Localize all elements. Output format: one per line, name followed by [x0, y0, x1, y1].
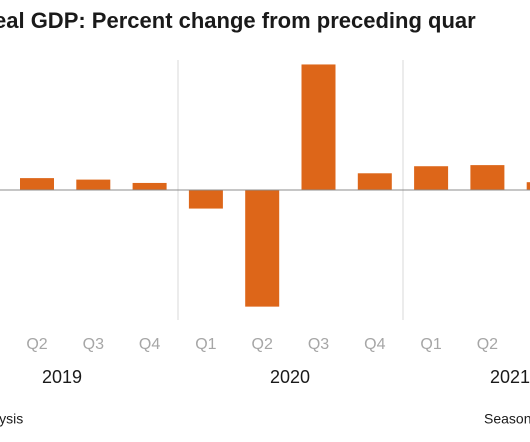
x-tick-label: Q2 [477, 336, 498, 353]
source-text: lysis [0, 411, 23, 427]
bar [245, 190, 280, 307]
x-tick-label: Q3 [308, 336, 329, 353]
x-tick-label: Q4 [364, 336, 385, 353]
x-tick-label: Q4 [139, 336, 160, 353]
x-tick-label: Q1 [420, 336, 441, 353]
bar [470, 165, 505, 190]
year-label: 2020 [270, 367, 310, 387]
x-tick-label: Q3 [83, 336, 104, 353]
x-tick-label: Q1 [195, 336, 216, 353]
bar [526, 182, 530, 190]
year-label: 2021 [490, 367, 530, 387]
bar [357, 173, 392, 190]
chart-title: eal GDP: Percent change from preceding q… [0, 8, 476, 33]
year-label: 2019 [42, 367, 82, 387]
bar [188, 190, 223, 209]
x-tick-label: Q2 [252, 336, 273, 353]
bar [76, 179, 111, 190]
bar [132, 182, 167, 190]
bar [20, 178, 54, 190]
bar [414, 166, 449, 190]
note-text: Season [484, 411, 530, 427]
bar [301, 64, 336, 190]
x-tick-label: Q2 [26, 336, 47, 353]
